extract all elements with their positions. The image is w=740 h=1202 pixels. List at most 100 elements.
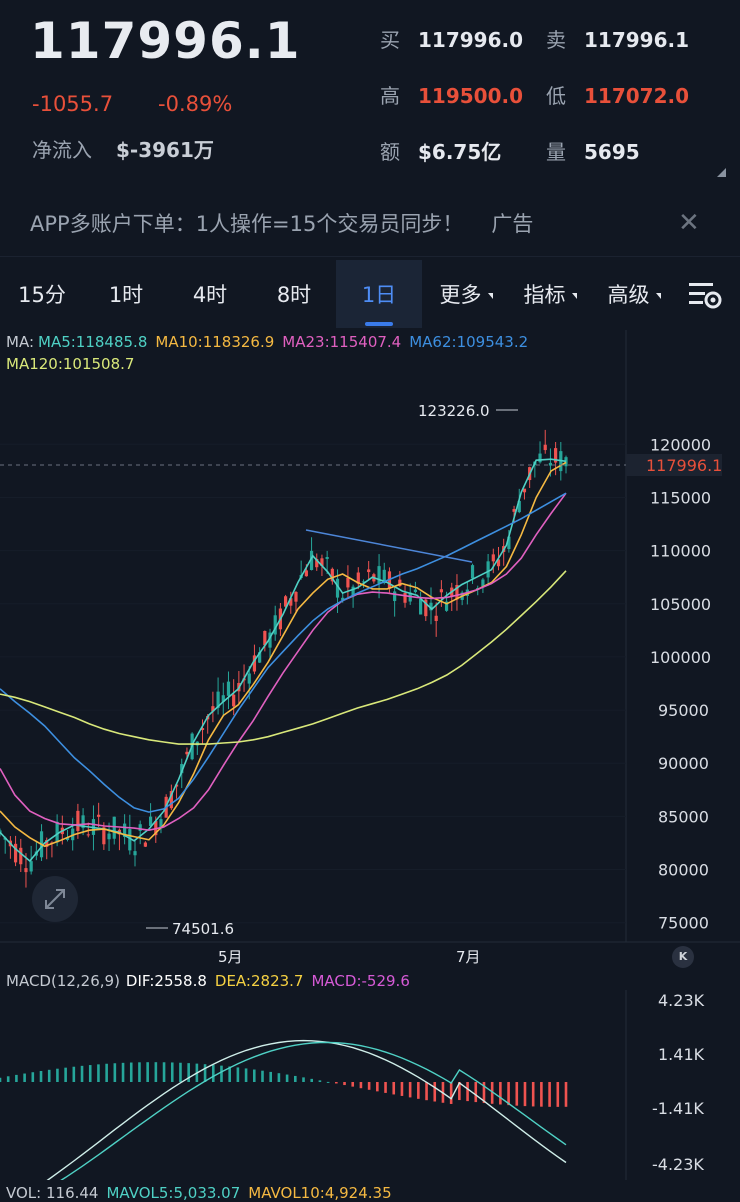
macd-histogram-bar	[499, 1082, 502, 1105]
macd-axis-label: 4.23K	[658, 991, 705, 1010]
ma120-value: MA120:101508.7	[6, 355, 135, 373]
candle-body	[304, 570, 308, 577]
candle-body	[429, 602, 433, 611]
tab-15m[interactable]: 15分	[0, 260, 84, 328]
macd-histogram-bar	[302, 1077, 305, 1082]
time-label-jul: 7月	[456, 948, 481, 966]
macd-histogram-bar	[359, 1082, 363, 1089]
ma-line-ma62	[0, 492, 567, 813]
expand-quote-corner-icon[interactable]	[717, 168, 726, 177]
candle-body	[522, 488, 527, 493]
macd-histogram-bar	[326, 1081, 330, 1083]
candle-body	[356, 572, 360, 584]
macd-histogram-bar	[88, 1065, 92, 1082]
candle-body	[309, 550, 314, 571]
tab-4h[interactable]: 4时	[168, 260, 252, 328]
candle-body	[377, 566, 381, 584]
active-tab-underline	[365, 322, 393, 326]
price-axis-label: 100000	[650, 648, 711, 667]
macd-histogram-bar	[458, 1082, 461, 1101]
candle-body	[470, 565, 475, 579]
candle-body	[128, 829, 132, 851]
tab-1h[interactable]: 1时	[84, 260, 168, 328]
candle-body	[315, 558, 319, 568]
bid-label: 买	[380, 28, 400, 52]
time-label-may: 5月	[218, 948, 243, 966]
candle-body	[102, 827, 106, 845]
ma-line-ma5	[0, 458, 567, 863]
candle-body	[216, 691, 220, 708]
candle-body	[382, 569, 386, 584]
macd-histogram-bar	[335, 1082, 338, 1084]
price-axis-label: 110000	[650, 542, 711, 561]
macd-histogram-bar	[310, 1078, 314, 1082]
candle-body	[517, 500, 521, 513]
current-price-tag-bg	[626, 454, 722, 476]
price-change: -1055.7	[32, 92, 114, 116]
candle-body	[398, 579, 402, 587]
candle-body	[444, 601, 449, 611]
macd-histogram-bar	[417, 1082, 420, 1099]
chart-settings-icon[interactable]	[688, 280, 722, 310]
macd-chart[interactable]: 4.23K 1.41K -1.41K -4.23K	[0, 990, 740, 1180]
tab-1d[interactable]: 1日	[336, 260, 422, 328]
ma-legend: MA: MA5:118485.8 MA10:118326.9 MA23:115407.…	[6, 333, 528, 351]
macd-legend: MACD(12,26,9) DIF:2558.8 DEA:2823.7 MACD:-5…	[6, 972, 410, 990]
close-icon[interactable]: ✕	[678, 208, 700, 238]
macd-histogram-bar	[129, 1062, 133, 1082]
candle-body	[55, 821, 59, 843]
tab-label: 高级	[607, 283, 650, 307]
candlestick-chart[interactable]: 117996.1 120000 115000 110000 105000 100000 9…	[0, 330, 740, 970]
volume-quote: 量 5695	[546, 136, 640, 165]
tab-8h[interactable]: 8时	[252, 260, 336, 328]
ad-text: APP多账户下单：1人操作=15个交易员同步！	[30, 212, 464, 236]
ask-value: 117996.1	[584, 28, 690, 52]
candle-body	[65, 837, 70, 840]
macd-histogram-bar	[244, 1068, 248, 1082]
candle-body	[133, 851, 137, 856]
vol-value: VOL: 116.44	[6, 1184, 99, 1202]
candle-body	[538, 453, 542, 463]
volume-value: 5695	[584, 140, 640, 164]
macd-histogram-bar	[367, 1082, 371, 1090]
macd-histogram-bar	[170, 1062, 174, 1082]
macd-histogram-bar	[400, 1082, 404, 1096]
candle-body	[169, 791, 173, 809]
macd-histogram-bar	[433, 1082, 437, 1102]
interval-tabs: 15分 1时 4时 8时 1日 更多 指标 高级	[0, 260, 740, 328]
macd-histogram-bar	[220, 1065, 223, 1082]
candle-body	[112, 816, 116, 839]
price-axis-label: 75000	[658, 914, 709, 933]
tab-label: 15分	[18, 283, 66, 307]
candle-body	[424, 599, 428, 617]
candle-body	[330, 568, 334, 582]
macd-histogram-bar	[425, 1082, 428, 1101]
candle-body	[273, 615, 277, 635]
candle-body	[76, 810, 80, 831]
candle-body	[491, 554, 495, 562]
ad-banner[interactable]: APP多账户下单：1人操作=15个交易员同步！ 广告	[30, 208, 533, 238]
candle-body	[481, 579, 485, 587]
ad-tag: 广告	[491, 212, 534, 236]
candle-body	[0, 830, 2, 833]
tab-more[interactable]: 更多	[424, 260, 508, 328]
tab-label: 1时	[108, 283, 144, 307]
tab-advanced[interactable]: 高级	[592, 260, 676, 328]
macd-histogram-bar	[72, 1066, 76, 1082]
ma-line-ma120	[0, 570, 567, 745]
ma-line-ma10	[0, 461, 567, 848]
dea-line	[60, 1041, 567, 1180]
candle-body	[320, 558, 324, 566]
candle-body	[13, 843, 18, 863]
macd-histogram-bar	[490, 1082, 494, 1104]
macd-histogram-bar	[228, 1066, 231, 1082]
macd-histogram-bar	[285, 1074, 289, 1082]
macd-histogram-bar	[294, 1075, 297, 1082]
candle-body	[221, 695, 225, 702]
candle-body	[393, 591, 397, 602]
price-axis-label: 90000	[658, 754, 709, 773]
candle-body	[159, 819, 163, 829]
tab-indicators[interactable]: 指标	[508, 260, 592, 328]
kline-scroll-button[interactable]: K	[672, 946, 694, 968]
fullscreen-button[interactable]	[32, 876, 78, 922]
